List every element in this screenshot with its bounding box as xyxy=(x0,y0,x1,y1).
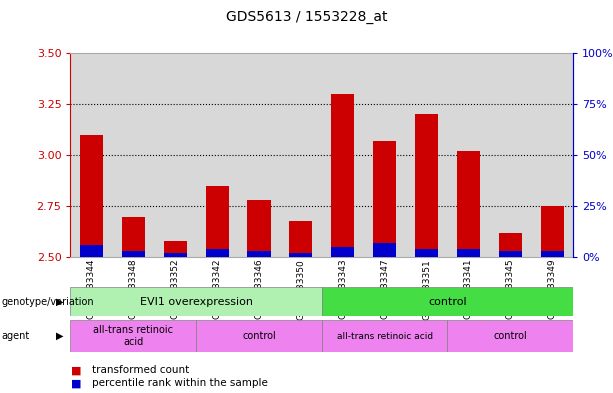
Text: agent: agent xyxy=(1,331,29,341)
Bar xyxy=(322,53,364,257)
Bar xyxy=(70,287,322,316)
Bar xyxy=(457,151,480,257)
Text: ▶: ▶ xyxy=(56,331,63,341)
Bar xyxy=(331,94,354,257)
Text: all-trans retinoic acid: all-trans retinoic acid xyxy=(337,332,433,340)
Bar xyxy=(205,249,229,257)
Bar xyxy=(322,287,573,316)
Bar xyxy=(248,251,270,257)
Bar xyxy=(489,53,531,257)
Bar xyxy=(415,249,438,257)
Text: control: control xyxy=(428,297,467,307)
Bar xyxy=(248,200,270,257)
Bar xyxy=(364,53,406,257)
Text: percentile rank within the sample: percentile rank within the sample xyxy=(92,378,268,388)
Bar xyxy=(289,253,313,257)
Text: transformed count: transformed count xyxy=(92,365,189,375)
Bar xyxy=(289,220,313,257)
Bar xyxy=(80,135,103,257)
Bar xyxy=(238,53,280,257)
Bar xyxy=(122,217,145,257)
Text: control: control xyxy=(242,331,276,341)
Text: ■: ■ xyxy=(70,365,81,375)
Text: ■: ■ xyxy=(70,378,81,388)
Bar xyxy=(531,53,573,257)
Bar xyxy=(205,186,229,257)
Bar xyxy=(499,233,522,257)
Bar xyxy=(447,320,573,352)
Bar xyxy=(164,241,187,257)
Bar xyxy=(447,53,489,257)
Bar xyxy=(164,253,187,257)
Text: EVI1 overexpression: EVI1 overexpression xyxy=(140,297,253,307)
Bar xyxy=(457,249,480,257)
Text: genotype/variation: genotype/variation xyxy=(1,297,94,307)
Bar xyxy=(331,247,354,257)
Bar xyxy=(196,320,322,352)
Bar xyxy=(70,53,112,257)
Bar xyxy=(196,53,238,257)
Bar xyxy=(541,206,564,257)
Bar xyxy=(415,114,438,257)
Bar xyxy=(122,251,145,257)
Text: ▶: ▶ xyxy=(56,297,63,307)
Bar xyxy=(80,245,103,257)
Text: control: control xyxy=(493,331,527,341)
Bar xyxy=(154,53,196,257)
Bar xyxy=(373,243,396,257)
Bar xyxy=(373,141,396,257)
Bar xyxy=(70,320,196,352)
Bar xyxy=(541,251,564,257)
Bar xyxy=(280,53,322,257)
Bar xyxy=(112,53,154,257)
Text: GDS5613 / 1553228_at: GDS5613 / 1553228_at xyxy=(226,10,387,24)
Text: all-trans retinoic
acid: all-trans retinoic acid xyxy=(93,325,173,347)
Bar xyxy=(322,320,447,352)
Bar xyxy=(499,251,522,257)
Bar xyxy=(406,53,447,257)
